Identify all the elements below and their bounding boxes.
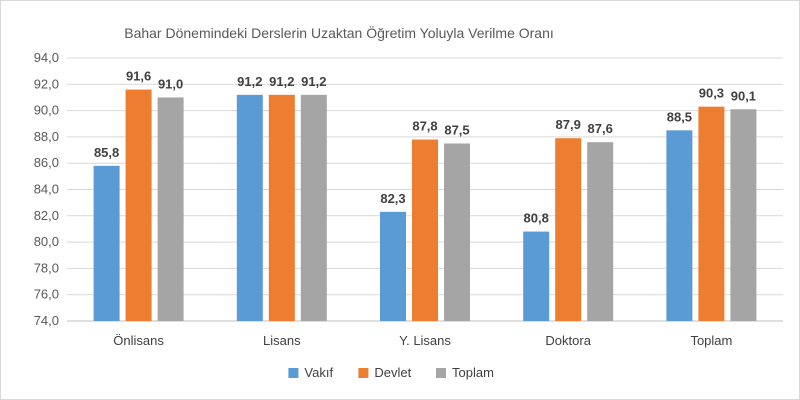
category-label: Y. Lisans [399,333,451,348]
data-label: 90,3 [699,86,724,101]
bar-devlet [412,139,438,321]
category-label: Toplam [690,333,732,348]
bar-toplam [157,97,184,321]
y-tick-label: 84,0 [34,182,59,197]
data-label: 82,3 [380,191,405,206]
bar-devlet [268,94,295,321]
data-label: 85,8 [94,145,119,160]
y-tick-label: 92,0 [34,76,59,91]
y-tick-label: 80,0 [34,234,59,249]
data-label: 87,6 [588,121,613,136]
data-label: 90,1 [731,88,756,103]
bar-toplam [444,143,470,321]
data-label: 80,8 [524,211,549,226]
bar-vakıf [523,231,550,321]
data-label: 87,9 [556,117,581,132]
data-label: 91,2 [301,74,326,89]
data-label: 91,6 [126,69,151,84]
y-tick-label: 86,0 [34,155,59,170]
bars [93,89,757,321]
y-tick-label: 90,0 [34,103,59,118]
bar-devlet [698,106,725,321]
legend-swatch-vakıf [288,368,299,378]
bar-devlet [125,89,152,321]
category-label: Lisans [263,333,301,348]
legend-label: Vakıf [304,365,333,380]
legend-swatch-toplam [436,368,446,378]
y-tick-label: 78,0 [34,260,59,275]
category-label: Doktora [545,333,591,348]
bar-toplam [730,109,757,321]
y-tick-label: 74,0 [34,313,59,328]
y-tick-label: 88,0 [34,129,59,144]
data-labels: 85,8 91,6 91,0 91,2 91,2 91,2 82,3 87,8 87,5 80,8… [94,69,756,226]
data-label: 91,2 [269,74,294,89]
data-label: 88,5 [667,109,692,124]
data-label: 87,5 [444,122,469,137]
data-label: 91,2 [237,74,262,89]
legend-swatch-devlet [358,368,369,378]
bar-vakıf [93,165,120,321]
data-label: 87,8 [412,119,437,134]
data-label: 91,0 [158,76,183,91]
y-tick-label: 76,0 [34,287,59,302]
x-axis-categories: Önlisans Lisans Y. Lisans Doktora Toplam [113,333,732,348]
bar-toplam [300,94,327,321]
legend-label: Devlet [374,365,411,380]
y-axis-ticks: 74,0 76,0 78,0 80,0 82,0 84,0 86,0 88,0 90,0 92,0… [34,50,59,328]
legend-label: Toplam [452,365,494,380]
bar-vakıf [666,130,693,321]
bar-vakıf [380,211,406,321]
legend: Vakıf Devlet Toplam [288,365,494,380]
y-tick-label: 82,0 [34,208,59,223]
bar-devlet [555,138,582,321]
bar-toplam [587,142,614,321]
category-label: Önlisans [113,333,164,348]
y-tick-label: 94,0 [34,50,59,65]
chart-title: Bahar Dönemindeki Derslerin Uzaktan Öğre… [124,24,554,41]
bar-vakıf [236,94,263,321]
